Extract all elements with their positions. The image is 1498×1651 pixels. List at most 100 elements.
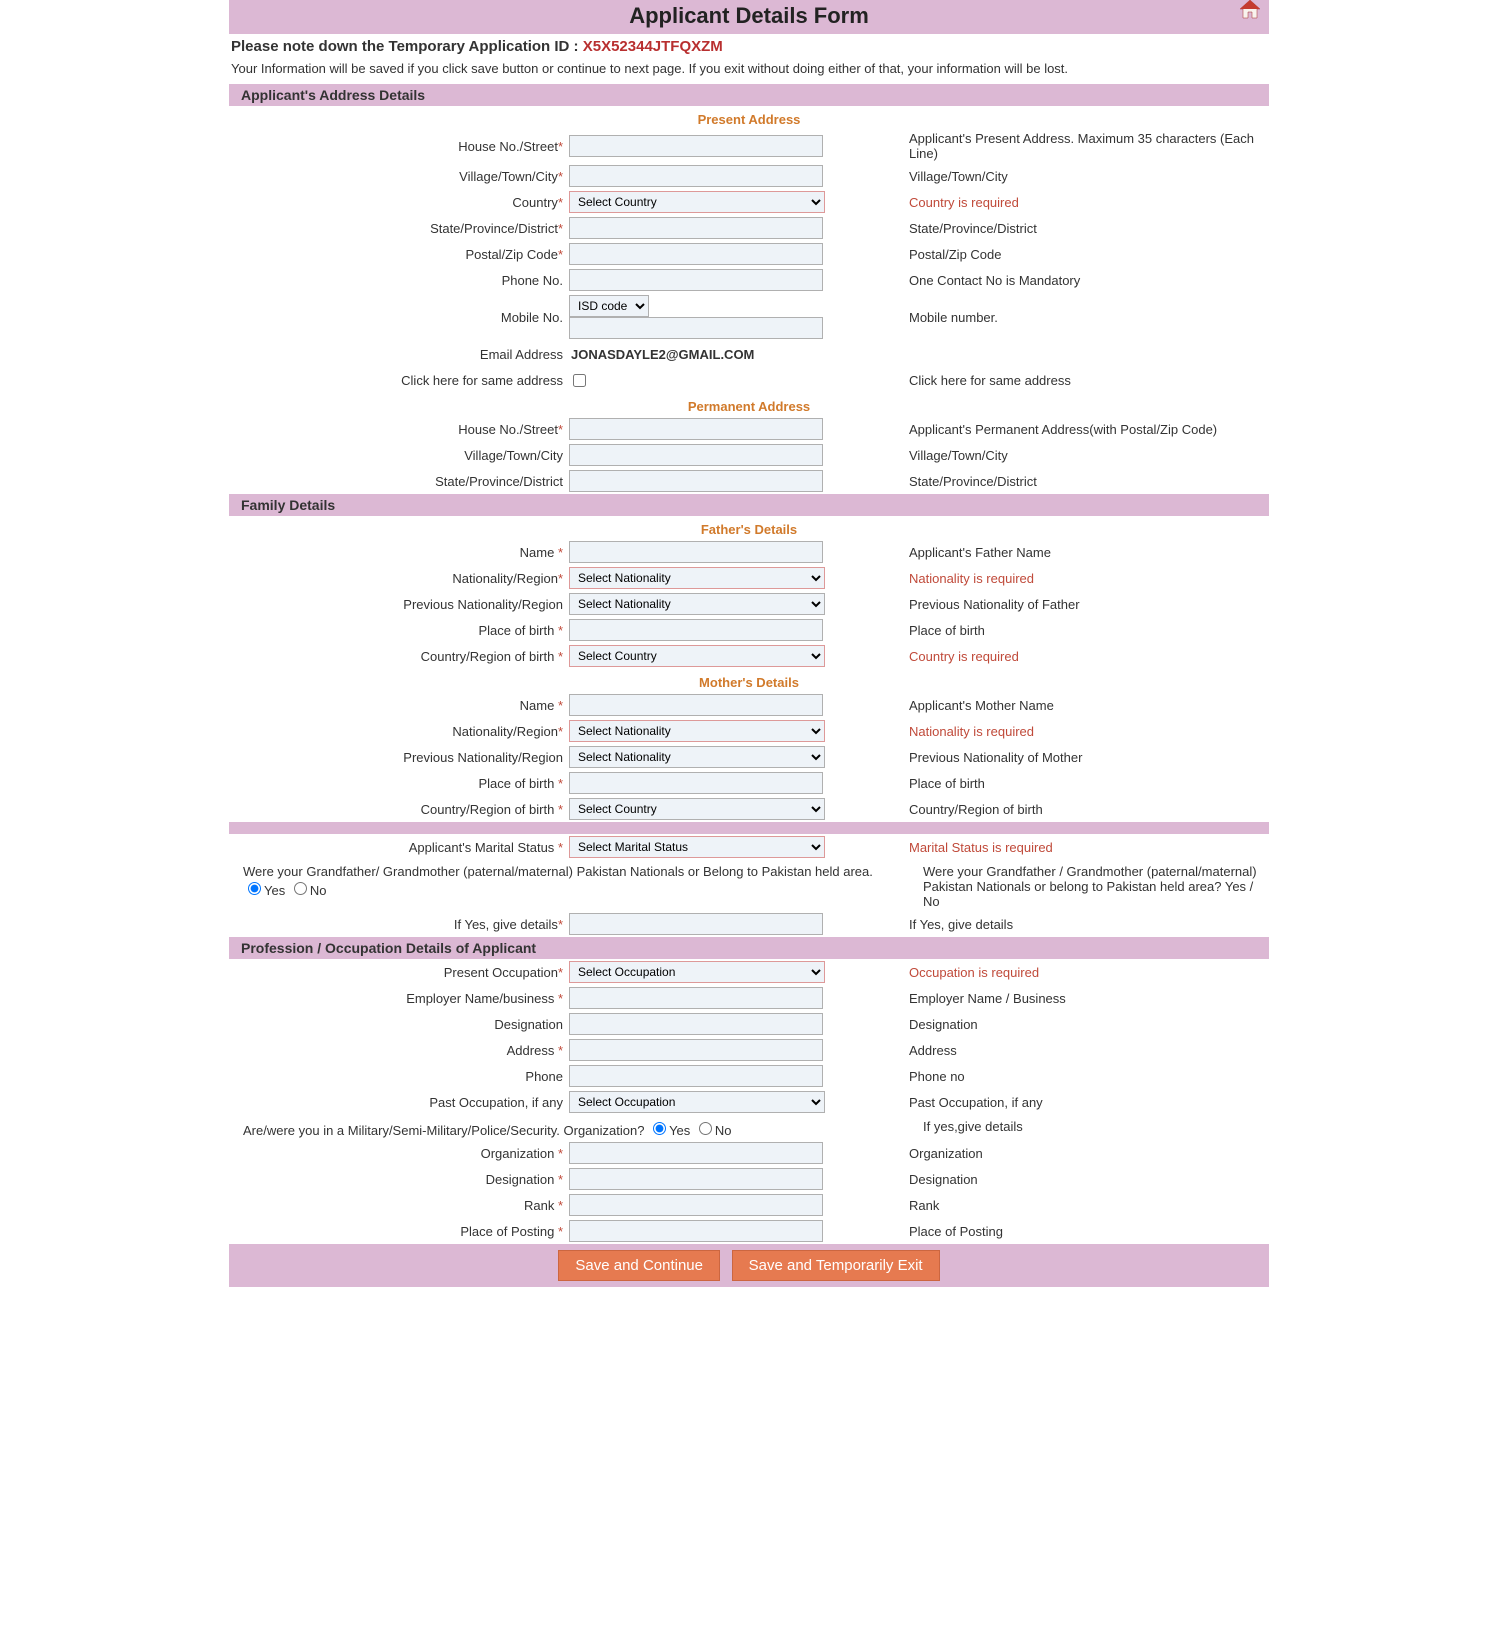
temp-id-line: Please note down the Temporary Applicati… bbox=[229, 34, 1269, 59]
label-state: State/Province/District bbox=[430, 221, 558, 236]
father-cob-select[interactable]: Select Country bbox=[569, 645, 825, 667]
hint-ifyes: If Yes, give details bbox=[879, 917, 1269, 932]
hint-grandparent: Were your Grandfather / Grandmother (pat… bbox=[883, 864, 1269, 909]
hint-country: Country is required bbox=[879, 195, 1269, 210]
label-pastocc: Past Occupation, if any bbox=[429, 1095, 563, 1110]
present-phone-input[interactable] bbox=[569, 269, 823, 291]
info-line: Your Information will be saved if you cl… bbox=[229, 59, 1269, 84]
hint-father-nat: Nationality is required bbox=[879, 571, 1269, 586]
present-postal-input[interactable] bbox=[569, 243, 823, 265]
hint-pastocc: Past Occupation, if any bbox=[879, 1095, 1269, 1110]
father-prev-nationality-select[interactable]: Select Nationality bbox=[569, 593, 825, 615]
ifyes-input[interactable] bbox=[569, 913, 823, 935]
hint-same-addr: Click here for same address bbox=[879, 373, 1269, 388]
hint-occupation: Occupation is required bbox=[879, 965, 1269, 980]
hint-mother-pob: Place of birth bbox=[879, 776, 1269, 791]
father-nationality-select[interactable]: Select Nationality bbox=[569, 567, 825, 589]
hint-military: If yes,give details bbox=[883, 1119, 1269, 1138]
mobile-input[interactable] bbox=[569, 317, 823, 339]
label-postal: Postal/Zip Code bbox=[465, 247, 558, 262]
hint-house: Applicant's Present Address. Maximum 35 … bbox=[879, 131, 1269, 161]
label-father-nat: Nationality/Region bbox=[452, 571, 558, 586]
hint-org: Organization bbox=[879, 1146, 1269, 1161]
father-pob-input[interactable] bbox=[569, 619, 823, 641]
page-title: Applicant Details Form bbox=[629, 3, 869, 28]
hint-father-prevnat: Previous Nationality of Father bbox=[879, 597, 1269, 612]
mother-cob-select[interactable]: Select Country bbox=[569, 798, 825, 820]
father-name-input[interactable] bbox=[569, 541, 823, 563]
label-yes: Yes bbox=[264, 883, 285, 898]
military-no-radio[interactable] bbox=[699, 1122, 712, 1135]
subheading-present: Present Address bbox=[229, 106, 1269, 129]
perm-state-input[interactable] bbox=[569, 470, 823, 492]
hint-perm-village: Village/Town/City bbox=[879, 448, 1269, 463]
hint-perm-house: Applicant's Permanent Address(with Posta… bbox=[879, 422, 1269, 437]
hint-father-name: Applicant's Father Name bbox=[879, 545, 1269, 560]
label-yes2: Yes bbox=[669, 1123, 690, 1138]
save-exit-button[interactable]: Save and Temporarily Exit bbox=[732, 1250, 940, 1281]
hint-village: Village/Town/City bbox=[879, 169, 1269, 184]
label-email: Email Address bbox=[480, 347, 563, 362]
past-occupation-select[interactable]: Select Occupation bbox=[569, 1091, 825, 1113]
organization-input[interactable] bbox=[569, 1142, 823, 1164]
label-perm-house: House No./Street bbox=[458, 422, 558, 437]
perm-village-input[interactable] bbox=[569, 444, 823, 466]
save-continue-button[interactable]: Save and Continue bbox=[558, 1250, 720, 1281]
label-ifyes: If Yes, give details bbox=[454, 917, 558, 932]
posting-input[interactable] bbox=[569, 1220, 823, 1242]
hint-mother-prevnat: Previous Nationality of Mother bbox=[879, 750, 1269, 765]
occupation-select[interactable]: Select Occupation bbox=[569, 961, 825, 983]
present-village-input[interactable] bbox=[569, 165, 823, 187]
address-input[interactable] bbox=[569, 1039, 823, 1061]
hint-designation2: Designation bbox=[879, 1172, 1269, 1187]
label-address: Address bbox=[507, 1043, 558, 1058]
present-country-select[interactable]: Select Country bbox=[569, 191, 825, 213]
grandparent-no-radio[interactable] bbox=[294, 882, 307, 895]
hint-perm-state: State/Province/District bbox=[879, 474, 1269, 489]
footer-bar: Save and Continue Save and Temporarily E… bbox=[229, 1244, 1269, 1287]
hint-father-pob: Place of birth bbox=[879, 623, 1269, 638]
military-question: Are/were you in a Military/Semi-Military… bbox=[243, 1123, 644, 1138]
label-house: House No./Street bbox=[458, 139, 558, 154]
employer-input[interactable] bbox=[569, 987, 823, 1009]
label-designation: Designation bbox=[494, 1017, 563, 1032]
label-employer: Employer Name/business bbox=[406, 991, 558, 1006]
section-address: Applicant's Address Details bbox=[229, 84, 1269, 106]
label-occupation: Present Occupation bbox=[444, 965, 558, 980]
label-mother-nat: Nationality/Region bbox=[452, 724, 558, 739]
label-mobile: Mobile No. bbox=[501, 310, 563, 325]
marital-select[interactable]: Select Marital Status bbox=[569, 836, 825, 858]
label-marital: Applicant's Marital Status bbox=[409, 840, 558, 855]
hint-phone: One Contact No is Mandatory bbox=[879, 273, 1269, 288]
isd-select[interactable]: ISD code bbox=[569, 295, 649, 317]
label-mother-name: Name bbox=[520, 698, 558, 713]
subheading-mother: Mother's Details bbox=[229, 669, 1269, 692]
phone2-input[interactable] bbox=[569, 1065, 823, 1087]
home-icon[interactable] bbox=[1239, 0, 1261, 23]
grandparent-yes-radio[interactable] bbox=[248, 882, 261, 895]
designation2-input[interactable] bbox=[569, 1168, 823, 1190]
hint-postal: Postal/Zip Code bbox=[879, 247, 1269, 262]
subheading-permanent: Permanent Address bbox=[229, 393, 1269, 416]
subheading-father: Father's Details bbox=[229, 516, 1269, 539]
mother-prev-nationality-select[interactable]: Select Nationality bbox=[569, 746, 825, 768]
mother-name-input[interactable] bbox=[569, 694, 823, 716]
hint-mother-name: Applicant's Mother Name bbox=[879, 698, 1269, 713]
spacer-bar bbox=[229, 822, 1269, 834]
military-yes-radio[interactable] bbox=[653, 1122, 666, 1135]
rank-input[interactable] bbox=[569, 1194, 823, 1216]
grandparent-question: Were your Grandfather/ Grandmother (pate… bbox=[243, 864, 873, 879]
present-state-input[interactable] bbox=[569, 217, 823, 239]
label-father-name: Name bbox=[520, 545, 558, 560]
label-country: Country bbox=[512, 195, 558, 210]
same-address-checkbox[interactable] bbox=[573, 374, 586, 387]
perm-house-input[interactable] bbox=[569, 418, 823, 440]
label-father-cob: Country/Region of birth bbox=[421, 649, 558, 664]
hint-employer: Employer Name / Business bbox=[879, 991, 1269, 1006]
mother-pob-input[interactable] bbox=[569, 772, 823, 794]
label-perm-village: Village/Town/City bbox=[464, 448, 563, 463]
mother-nationality-select[interactable]: Select Nationality bbox=[569, 720, 825, 742]
present-house-input[interactable] bbox=[569, 135, 823, 157]
designation-input[interactable] bbox=[569, 1013, 823, 1035]
section-profession: Profession / Occupation Details of Appli… bbox=[229, 937, 1269, 959]
